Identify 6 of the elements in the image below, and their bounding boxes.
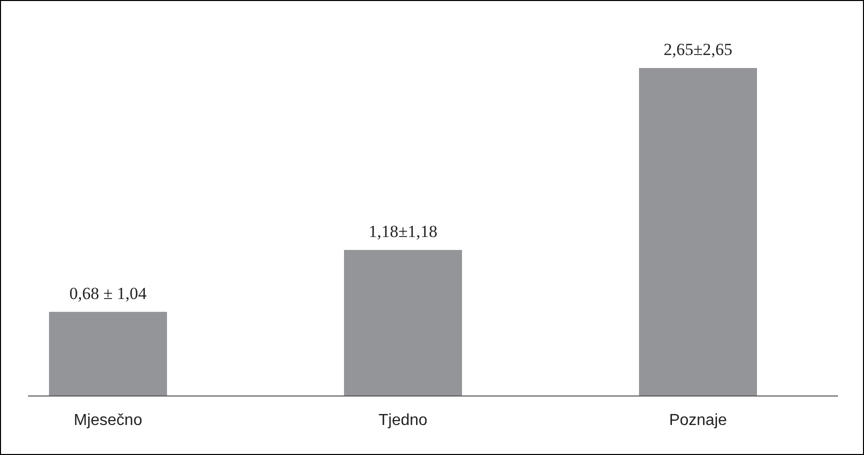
x-tick-label: Poznaje [669,412,728,429]
data-label: 0,68 ± 1,04 [69,284,148,303]
data-label: 1,18±1,18 [368,222,438,241]
data-label: 2,65±2,65 [664,40,732,59]
x-tick-label: Mjesečno [74,412,142,429]
x-tick-label: Tjedno [378,412,428,429]
